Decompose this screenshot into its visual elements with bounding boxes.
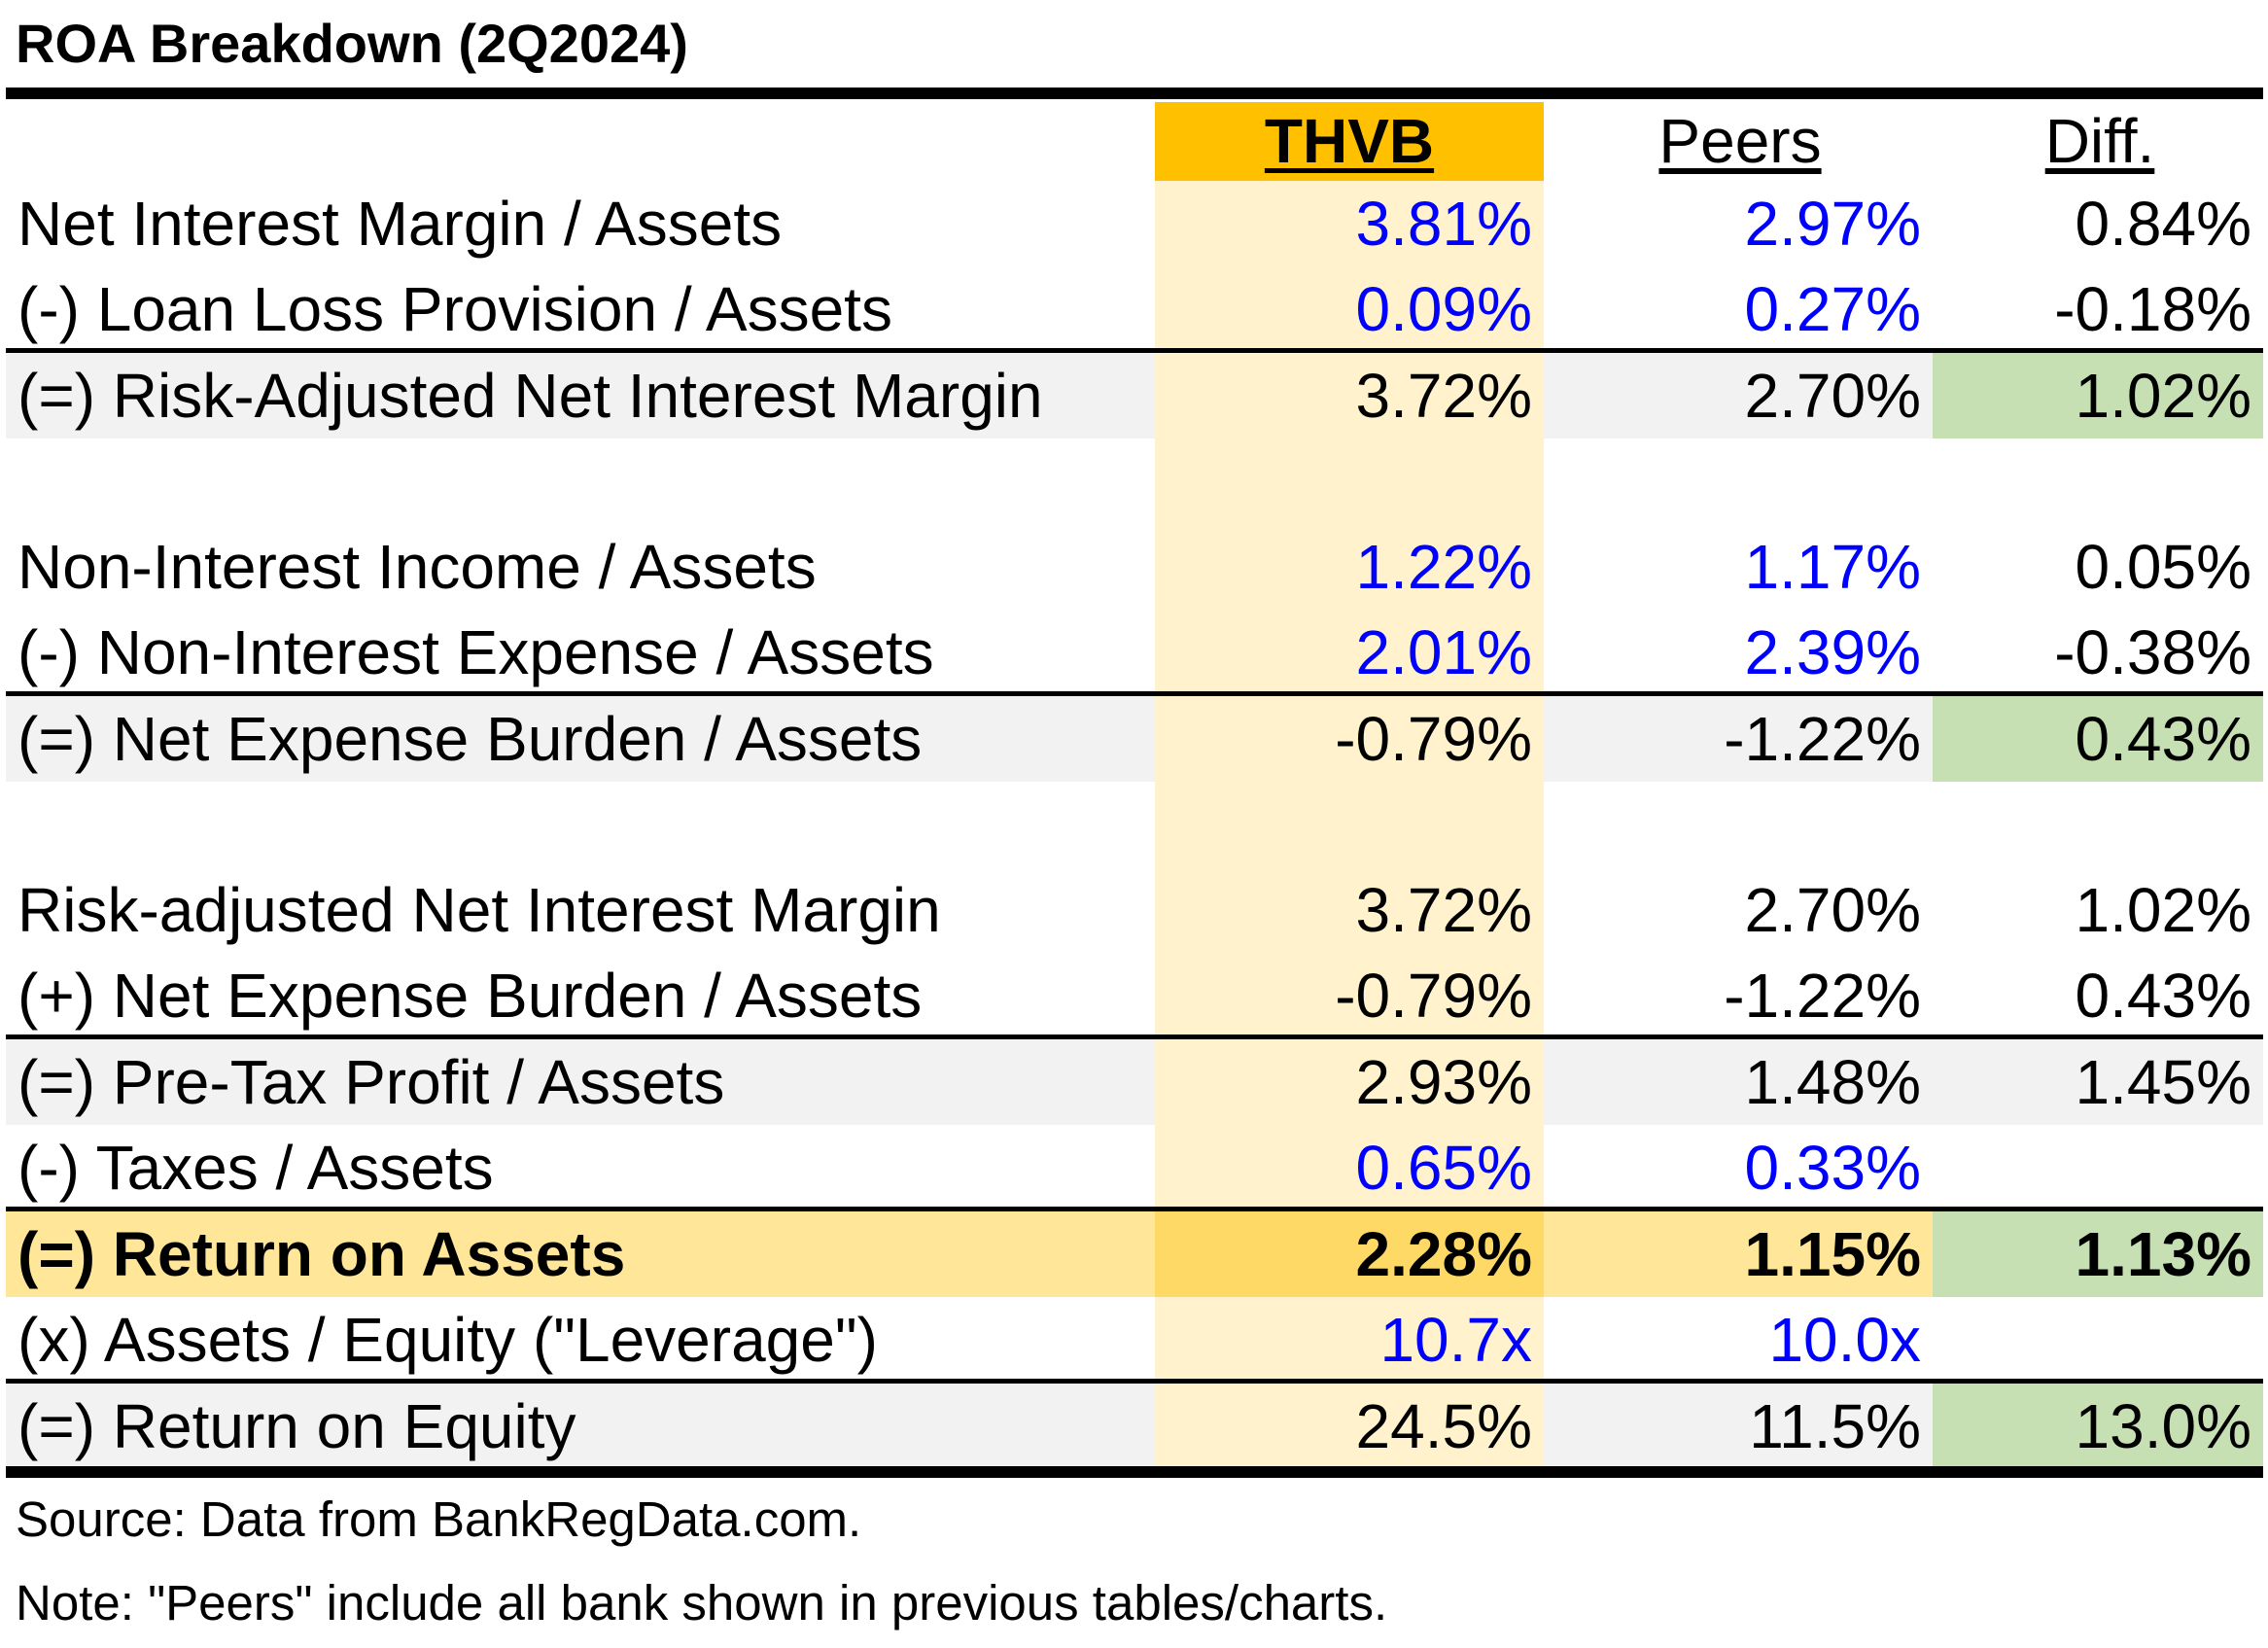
thvb-value: 2.01% [1355,617,1532,687]
table-row-return-on-equity: (=) Return on Equity 24.5% 11.5% 13.0% [6,1384,2263,1469]
diff-value: 1.13% [1933,1211,2263,1297]
thvb-value: 3.72% [1155,353,1544,438]
peers-value: -1.22% [1724,961,1921,1031]
thvb-value: 24.5% [1155,1384,1544,1469]
table-row-net-interest-margin: Net Interest Margin / Assets 3.81% 2.97%… [6,181,2263,266]
peers-note: Note: "Peers" include all bank shown in … [16,1575,1388,1630]
table-row-net-expense-burden-2: (+) Net Expense Burden / Assets -0.79% -… [6,953,2263,1038]
thvb-value: 3.81% [1355,189,1532,259]
row-label: Net Interest Margin / Assets [17,189,783,259]
column-header-diff: Diff. [2044,106,2155,176]
thvb-header-highlight [1155,102,1544,181]
thvb-value: -0.79% [1155,696,1544,782]
diff-value: 0.43% [2075,961,2251,1031]
thvb-value: 10.7x [1379,1305,1532,1375]
diff-value: 13.0% [1933,1384,2263,1469]
peers-value: -1.22% [1724,704,1921,774]
diff-value [1933,1297,2263,1383]
diff-value: 1.45% [2075,1047,2251,1117]
subtotal-rule [6,1379,2263,1384]
table-row-pre-tax-profit: (=) Pre-Tax Profit / Assets 2.93% 1.48% … [6,1039,2263,1125]
row-label: (=) Return on Assets [17,1219,626,1289]
column-header-thvb: THVB [1264,106,1435,176]
thvb-value: 0.09% [1355,274,1532,344]
table-row-non-interest-expense: (-) Non-Interest Expense / Assets 2.01% … [6,610,2263,695]
thvb-value: -0.79% [1335,961,1532,1031]
subtotal-rule [6,1034,2263,1039]
table-row-taxes: (-) Taxes / Assets 0.65% 0.33% [6,1125,2263,1210]
subtotal-rule [6,1207,2263,1211]
table-row-return-on-assets: (=) Return on Assets 2.28% 1.15% 1.13% [6,1211,2263,1297]
diff-value: 1.02% [2075,875,2251,945]
table-row-risk-adjusted-nim-2: Risk-adjusted Net Interest Margin 3.72% … [6,867,2263,953]
row-label: (+) Net Expense Burden / Assets [17,961,923,1031]
peers-value: 2.97% [1744,189,1921,259]
peers-value: 1.17% [1744,532,1921,602]
diff-value: 0.43% [1933,696,2263,782]
peers-value: 11.5% [1749,1391,1921,1461]
top-rule [6,88,2263,99]
peers-value: 1.15% [1744,1219,1921,1289]
row-label: (-) Loan Loss Provision / Assets [17,274,892,344]
table-row-leverage: (x) Assets / Equity ("Leverage") 10.7x 1… [6,1297,2263,1383]
row-label: (-) Non-Interest Expense / Assets [17,617,934,687]
row-label: (=) Net Expense Burden / Assets [17,704,923,774]
peers-value: 0.33% [1744,1133,1921,1203]
table-row-loan-loss-provision: (-) Loan Loss Provision / Assets 0.09% 0… [6,266,2263,352]
diff-value: -0.38% [2054,617,2251,687]
thvb-value: 3.72% [1355,875,1532,945]
row-label: (x) Assets / Equity ("Leverage") [17,1305,878,1375]
peers-value: 2.70% [1744,361,1921,431]
table-row-net-expense-burden: (=) Net Expense Burden / Assets -0.79% -… [6,696,2263,782]
bottom-rule [6,1466,2263,1478]
source-footnote: Source: Data from BankRegData.com. [16,1491,862,1547]
peers-value: 10.0x [1768,1305,1921,1375]
row-label: Risk-adjusted Net Interest Margin [17,875,941,945]
table-title: ROA Breakdown (2Q2024) [16,13,688,74]
row-label: (-) Taxes / Assets [17,1133,494,1203]
row-label: (=) Return on Equity [17,1391,576,1461]
peers-value: 1.48% [1744,1047,1921,1117]
thvb-value: 2.93% [1155,1039,1544,1125]
thvb-value: 2.28% [1155,1211,1544,1297]
diff-value [1933,1125,2263,1210]
table-row-risk-adjusted-nim: (=) Risk-Adjusted Net Interest Margin 3.… [6,353,2263,438]
diff-value: -0.18% [2054,274,2251,344]
diff-value: 0.05% [2075,532,2251,602]
peers-value: 0.27% [1744,274,1921,344]
thvb-value: 0.65% [1355,1133,1532,1203]
row-label: Non-Interest Income / Assets [17,532,817,602]
diff-value: 1.02% [1933,353,2263,438]
peers-value: 2.39% [1744,617,1921,687]
column-header-peers: Peers [1658,106,1822,176]
thvb-value: 1.22% [1355,532,1532,602]
table-row-non-interest-income: Non-Interest Income / Assets 1.22% 1.17%… [6,524,2263,610]
row-label: (=) Risk-Adjusted Net Interest Margin [17,361,1043,431]
subtotal-rule [6,348,2263,353]
peers-value: 2.70% [1744,875,1921,945]
row-label: (=) Pre-Tax Profit / Assets [17,1047,725,1117]
diff-value: 0.84% [2075,189,2251,259]
subtotal-rule [6,691,2263,696]
